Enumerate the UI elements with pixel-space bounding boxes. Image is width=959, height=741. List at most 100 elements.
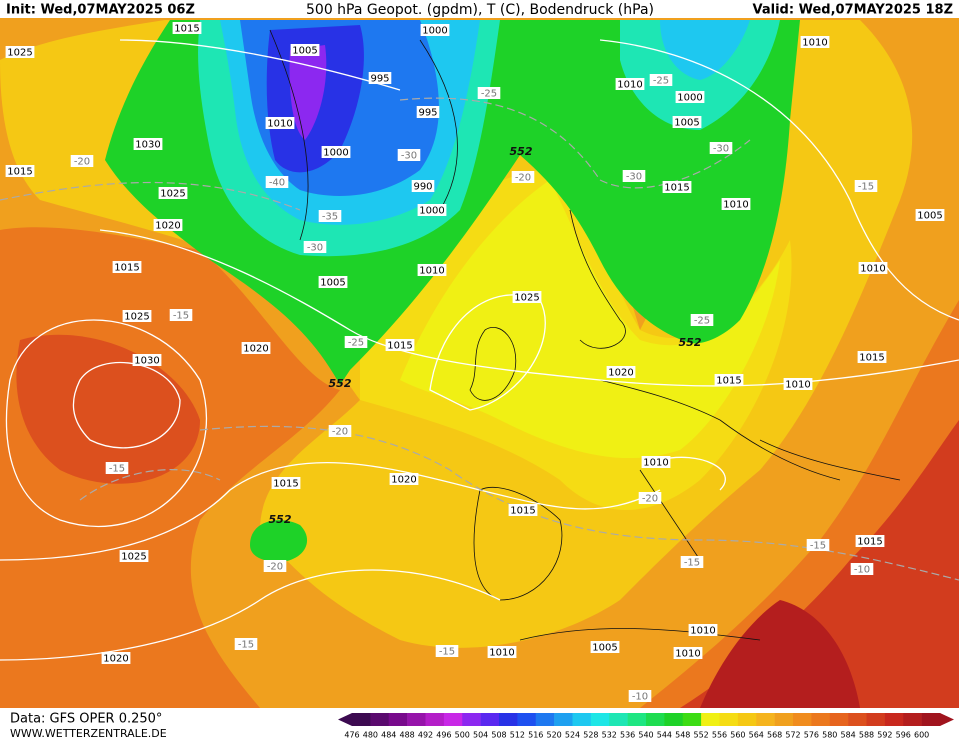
website: WWW.WETTERZENTRALE.DE xyxy=(10,727,167,740)
geopot-label: 552 xyxy=(329,377,352,390)
colorbar-cell xyxy=(848,713,867,726)
temp-label-box xyxy=(649,74,673,86)
temp-label-box xyxy=(435,645,459,657)
colorbar-label: 488 xyxy=(399,731,414,740)
isobar-label: 1015 xyxy=(7,167,32,178)
colorbar-cell xyxy=(370,713,390,726)
isobar-label: 1020 xyxy=(391,475,416,486)
temp-label-box xyxy=(806,539,830,551)
isobar-label-box xyxy=(662,181,692,193)
field xyxy=(680,420,959,708)
isobar-label-box xyxy=(119,550,149,562)
isobar-label: 1005 xyxy=(917,211,942,222)
temp-label-box xyxy=(850,563,874,575)
geopot-label: 552 xyxy=(510,145,533,158)
temp-label-box xyxy=(622,170,646,182)
field xyxy=(16,334,200,484)
temp-label: -30 xyxy=(307,243,323,254)
isobar-label-box xyxy=(318,276,348,288)
temp-label-box xyxy=(628,690,652,702)
temp-label-box xyxy=(638,492,662,504)
colorbar-cell xyxy=(590,713,610,726)
colorbar-cell xyxy=(517,713,537,726)
temp-label-box xyxy=(709,142,733,154)
isobar-label-box xyxy=(606,366,636,378)
colorbar-label: 580 xyxy=(822,731,837,740)
isobar-label: 1010 xyxy=(690,626,715,637)
header-band xyxy=(0,0,959,18)
colorbar-label: 528 xyxy=(583,731,598,740)
colorbar-label: 480 xyxy=(363,731,378,740)
isobar-label: 1015 xyxy=(273,479,298,490)
temp-label-box xyxy=(263,560,287,572)
colorbar: 476 480 484 488 492 496 500 504 508 512 516 520 524 5… xyxy=(338,713,954,740)
colorbar-label: 496 xyxy=(436,731,451,740)
temp-label-box xyxy=(511,171,535,183)
colorbar-label: 476 xyxy=(344,731,359,740)
colorbar-arrow xyxy=(338,713,352,726)
isobar-label: 990 xyxy=(413,182,432,193)
isobar-label-box xyxy=(800,36,830,48)
colorbar-cell xyxy=(903,713,922,726)
colorbar-cell xyxy=(572,713,592,726)
isobar-label: 1000 xyxy=(422,26,447,37)
isobar-label: 1015 xyxy=(510,506,535,517)
isobar-label-box xyxy=(673,647,703,659)
isobar-label-box xyxy=(132,354,162,366)
field xyxy=(700,600,860,708)
colorbar-cell xyxy=(921,713,941,726)
temp-label: -15 xyxy=(173,311,189,322)
temp-label: -30 xyxy=(713,144,729,155)
isobar-label: 1020 xyxy=(243,344,268,355)
field xyxy=(660,20,750,80)
isobar-label: 1015 xyxy=(716,376,741,387)
colorbar-label: 508 xyxy=(491,731,506,740)
isobar-label-box xyxy=(487,646,517,658)
field xyxy=(289,45,327,140)
colorbar-cell xyxy=(462,713,481,726)
isobar-label: 1010 xyxy=(675,649,700,660)
colorbar-label: 588 xyxy=(859,731,874,740)
temp-label: -15 xyxy=(238,640,254,651)
temp-label-box xyxy=(303,241,327,253)
temp-label: -40 xyxy=(269,178,285,189)
temp-label-box xyxy=(854,180,878,192)
map xyxy=(0,18,959,708)
isobar-label: 1015 xyxy=(859,353,884,364)
colorbar-cell xyxy=(682,713,702,726)
isobar-label-box xyxy=(5,46,35,58)
isotherm xyxy=(0,97,959,581)
colorbar-label: 576 xyxy=(804,731,819,740)
field xyxy=(250,520,308,562)
isobar-label: 1000 xyxy=(419,206,444,217)
isobar-label: 1025 xyxy=(514,293,539,304)
isobar-label-box xyxy=(385,339,415,351)
temp-label-box xyxy=(690,314,714,326)
colorbar-cell xyxy=(811,713,831,726)
isobar-label-box xyxy=(915,209,945,221)
isobar-label: 1005 xyxy=(592,643,617,654)
isobar-label: 1025 xyxy=(7,48,32,59)
colorbar-cell xyxy=(664,713,684,726)
temp-label: -15 xyxy=(858,182,874,193)
isobar-label: 1025 xyxy=(124,312,149,323)
isobar-label: 1010 xyxy=(617,80,642,91)
colorbar-cell xyxy=(407,713,426,726)
colorbar-cell xyxy=(774,713,794,726)
isobar-label: 1000 xyxy=(323,148,348,159)
isobar-label-box xyxy=(321,146,351,158)
isobar-label: 1010 xyxy=(860,264,885,275)
colorbar-cell xyxy=(554,713,573,726)
labels: 1015 1025 1005 1000 995 1010 1010 1000 1005 995 10… xyxy=(5,22,945,703)
temp-label-box xyxy=(169,309,193,321)
temp-label: -20 xyxy=(267,562,283,573)
colorbar-label: 484 xyxy=(381,731,396,740)
temp-label: -25 xyxy=(653,76,669,87)
temp-label-box xyxy=(265,176,289,188)
isobar-label-box xyxy=(265,117,295,129)
colorbar-label: 512 xyxy=(510,731,525,740)
temp-label: -10 xyxy=(854,565,870,576)
isobar-label-box xyxy=(417,264,447,276)
isobar-label-box xyxy=(672,116,702,128)
